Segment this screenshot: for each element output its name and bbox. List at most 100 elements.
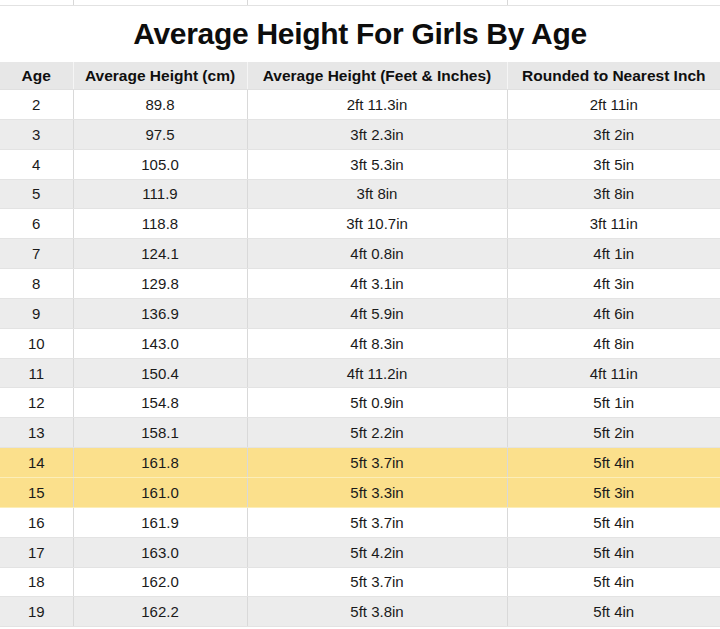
ftin-cell: 4ft 0.8in bbox=[247, 239, 507, 269]
age-cell: 5 bbox=[0, 179, 73, 209]
age-cell: 11 bbox=[0, 358, 73, 388]
col-header-ftin: Average Height (Feet & Inches) bbox=[247, 62, 507, 90]
age-cell: 18 bbox=[0, 567, 73, 597]
ftin-cell: 4ft 8.3in bbox=[247, 328, 507, 358]
rounded-cell: 5ft 4in bbox=[507, 448, 720, 478]
age-cell: 2 bbox=[0, 90, 73, 120]
cm-cell: 154.8 bbox=[73, 388, 247, 418]
height-table: Age Average Height (cm) Average Height (… bbox=[0, 62, 720, 627]
age-cell: 14 bbox=[0, 448, 73, 478]
age-cell: 19 bbox=[0, 597, 73, 627]
rounded-cell: 5ft 4in bbox=[507, 567, 720, 597]
ftin-cell: 3ft 5.3in bbox=[247, 149, 507, 179]
ftin-cell: 5ft 3.7in bbox=[247, 448, 507, 478]
table-row: 12154.85ft 0.9in5ft 1in bbox=[0, 388, 720, 418]
cm-cell: 105.0 bbox=[73, 149, 247, 179]
col-header-rounded: Rounded to Nearest Inch bbox=[507, 62, 720, 90]
rounded-cell: 5ft 1in bbox=[507, 388, 720, 418]
age-cell: 9 bbox=[0, 298, 73, 328]
rounded-cell: 5ft 4in bbox=[507, 537, 720, 567]
col-header-cm: Average Height (cm) bbox=[73, 62, 247, 90]
age-cell: 17 bbox=[0, 537, 73, 567]
ftin-cell: 3ft 10.7in bbox=[247, 209, 507, 239]
grid-divider bbox=[247, 0, 248, 5]
table-row: 6118.83ft 10.7in3ft 11in bbox=[0, 209, 720, 239]
rounded-cell: 3ft 5in bbox=[507, 149, 720, 179]
cm-cell: 162.2 bbox=[73, 597, 247, 627]
ftin-cell: 5ft 3.7in bbox=[247, 567, 507, 597]
cm-cell: 162.0 bbox=[73, 567, 247, 597]
header-row: Age Average Height (cm) Average Height (… bbox=[0, 62, 720, 90]
table-row: 11150.44ft 11.2in4ft 11in bbox=[0, 358, 720, 388]
cropped-row-strip bbox=[0, 0, 720, 6]
cm-cell: 143.0 bbox=[73, 328, 247, 358]
rounded-cell: 4ft 8in bbox=[507, 328, 720, 358]
ftin-cell: 5ft 4.2in bbox=[247, 537, 507, 567]
table-row: 9136.94ft 5.9in4ft 6in bbox=[0, 298, 720, 328]
cm-cell: 161.9 bbox=[73, 507, 247, 537]
ftin-cell: 5ft 0.9in bbox=[247, 388, 507, 418]
age-cell: 13 bbox=[0, 418, 73, 448]
table-row: 19162.25ft 3.8in5ft 4in bbox=[0, 597, 720, 627]
rounded-cell: 3ft 11in bbox=[507, 209, 720, 239]
cm-cell: 163.0 bbox=[73, 537, 247, 567]
age-cell: 6 bbox=[0, 209, 73, 239]
table-row: 7124.14ft 0.8in4ft 1in bbox=[0, 239, 720, 269]
table-row: 17163.05ft 4.2in5ft 4in bbox=[0, 537, 720, 567]
rounded-cell: 3ft 2in bbox=[507, 119, 720, 149]
cm-cell: 111.9 bbox=[73, 179, 247, 209]
rounded-cell: 4ft 1in bbox=[507, 239, 720, 269]
cm-cell: 89.8 bbox=[73, 90, 247, 120]
age-cell: 10 bbox=[0, 328, 73, 358]
ftin-cell: 3ft 8in bbox=[247, 179, 507, 209]
age-cell: 4 bbox=[0, 149, 73, 179]
table-row: 16161.95ft 3.7in5ft 4in bbox=[0, 507, 720, 537]
ftin-cell: 3ft 2.3in bbox=[247, 119, 507, 149]
grid-divider bbox=[507, 0, 508, 5]
age-cell: 7 bbox=[0, 239, 73, 269]
cm-cell: 118.8 bbox=[73, 209, 247, 239]
cm-cell: 161.0 bbox=[73, 477, 247, 507]
table-row: 14161.85ft 3.7in5ft 4in bbox=[0, 448, 720, 478]
rounded-cell: 5ft 2in bbox=[507, 418, 720, 448]
ftin-cell: 4ft 5.9in bbox=[247, 298, 507, 328]
table-row: 15161.05ft 3.3in5ft 3in bbox=[0, 477, 720, 507]
ftin-cell: 5ft 3.7in bbox=[247, 507, 507, 537]
table-row: 10143.04ft 8.3in4ft 8in bbox=[0, 328, 720, 358]
ftin-cell: 5ft 3.3in bbox=[247, 477, 507, 507]
table-row: 4105.03ft 5.3in3ft 5in bbox=[0, 149, 720, 179]
table-row: 289.82ft 11.3in2ft 11in bbox=[0, 90, 720, 120]
ftin-cell: 5ft 3.8in bbox=[247, 597, 507, 627]
grid-divider bbox=[73, 0, 74, 5]
cm-cell: 150.4 bbox=[73, 358, 247, 388]
age-cell: 3 bbox=[0, 119, 73, 149]
col-header-age: Age bbox=[0, 62, 73, 90]
table-row: 5111.93ft 8in3ft 8in bbox=[0, 179, 720, 209]
table-row: 397.53ft 2.3in3ft 2in bbox=[0, 119, 720, 149]
ftin-cell: 4ft 11.2in bbox=[247, 358, 507, 388]
page-title: Average Height For Girls By Age bbox=[133, 17, 587, 51]
cm-cell: 161.8 bbox=[73, 448, 247, 478]
rounded-cell: 5ft 3in bbox=[507, 477, 720, 507]
cm-cell: 124.1 bbox=[73, 239, 247, 269]
table-row: 13158.15ft 2.2in5ft 2in bbox=[0, 418, 720, 448]
rounded-cell: 4ft 3in bbox=[507, 269, 720, 299]
rounded-cell: 4ft 11in bbox=[507, 358, 720, 388]
cm-cell: 97.5 bbox=[73, 119, 247, 149]
ftin-cell: 4ft 3.1in bbox=[247, 269, 507, 299]
title-bar: Average Height For Girls By Age bbox=[0, 6, 720, 62]
rounded-cell: 5ft 4in bbox=[507, 507, 720, 537]
ftin-cell: 5ft 2.2in bbox=[247, 418, 507, 448]
rounded-cell: 3ft 8in bbox=[507, 179, 720, 209]
cm-cell: 129.8 bbox=[73, 269, 247, 299]
table-row: 8129.84ft 3.1in4ft 3in bbox=[0, 269, 720, 299]
age-cell: 12 bbox=[0, 388, 73, 418]
cm-cell: 158.1 bbox=[73, 418, 247, 448]
rounded-cell: 2ft 11in bbox=[507, 90, 720, 120]
age-cell: 8 bbox=[0, 269, 73, 299]
age-cell: 16 bbox=[0, 507, 73, 537]
table-row: 18162.05ft 3.7in5ft 4in bbox=[0, 567, 720, 597]
ftin-cell: 2ft 11.3in bbox=[247, 90, 507, 120]
cm-cell: 136.9 bbox=[73, 298, 247, 328]
rounded-cell: 5ft 4in bbox=[507, 597, 720, 627]
